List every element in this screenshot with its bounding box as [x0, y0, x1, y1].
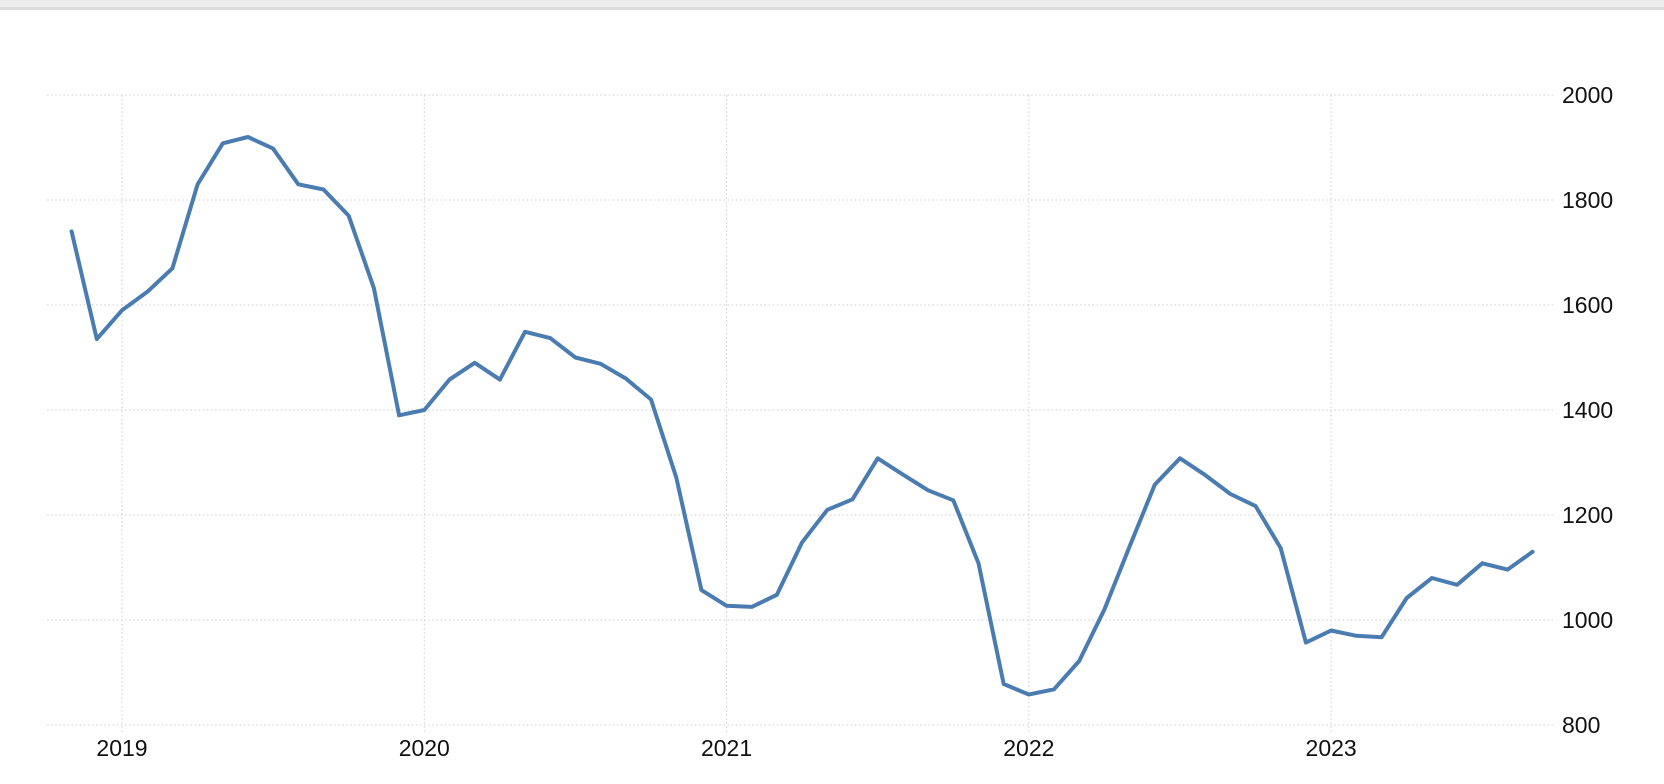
y-axis-tick-label: 1200 — [1562, 502, 1613, 528]
series-line — [69, 135, 1535, 697]
chart-container: 800 1000 1200 1400 1600 1800 2000 2019 2020 2021 2… — [0, 10, 1664, 784]
y-axis-tick-label: 1000 — [1562, 607, 1613, 633]
top-border-edge — [0, 7, 1664, 10]
top-border-bar — [0, 0, 1664, 7]
x-axis-tick-label: 2023 — [1306, 735, 1357, 761]
x-axis-tick-label: 2022 — [1003, 735, 1054, 761]
chart-canvas[interactable]: 800 1000 1200 1400 1600 1800 2000 2019 2020 2021 2… — [0, 10, 1664, 784]
y-axis-tick-label: 1400 — [1562, 397, 1613, 423]
x-axis-tick-label: 2020 — [399, 735, 450, 761]
y-axis-tick-label: 2000 — [1562, 82, 1613, 108]
x-axis-tick-label: 2021 — [701, 735, 752, 761]
y-axis-tick-label: 1800 — [1562, 187, 1613, 213]
x-axis-tick-label: 2019 — [96, 735, 147, 761]
y-axis-tick-label: 800 — [1562, 712, 1600, 738]
y-axis-tick-label: 1600 — [1562, 292, 1613, 318]
